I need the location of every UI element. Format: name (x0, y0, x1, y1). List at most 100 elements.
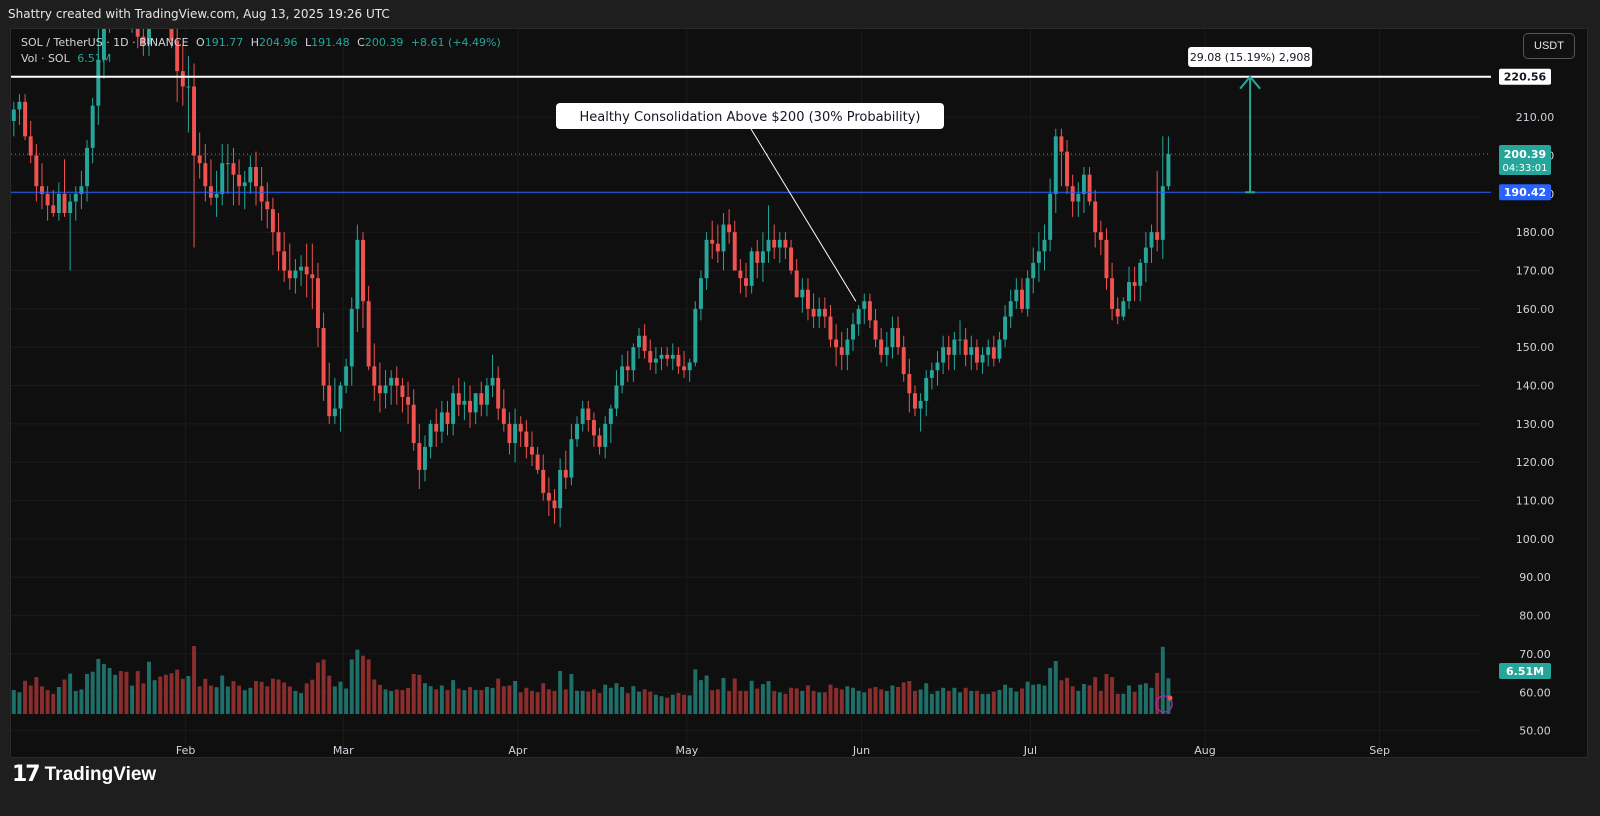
candle-body (811, 308, 816, 317)
volume-bar (327, 675, 332, 714)
level-white-tag-text: 220.56 (1504, 71, 1547, 84)
candle-body (242, 182, 247, 187)
volume-bar (755, 688, 760, 714)
candle-body (608, 408, 613, 424)
volume-bar (665, 697, 670, 714)
volume-bar (158, 676, 163, 714)
volume-bar (1138, 684, 1143, 714)
candle-body (642, 335, 647, 352)
volume-bar (135, 671, 140, 714)
volume-bar (310, 679, 315, 714)
candle-body (1025, 278, 1030, 309)
candle-body (721, 224, 726, 252)
volume-bar (372, 679, 377, 714)
price-chart[interactable]: 29.08 (15.19%) 2,908 Healthy Consolidatio… (11, 29, 1589, 759)
candle-body (372, 366, 377, 386)
top-bar: Shattry created with TradingView.com, Au… (0, 0, 1600, 28)
volume-bar (451, 680, 456, 714)
volume-bar (394, 689, 399, 714)
volume-bar (687, 695, 692, 714)
volume-bar (180, 678, 185, 714)
candle-body (834, 339, 839, 348)
candle-body (907, 374, 912, 394)
candle-body (851, 324, 855, 340)
volume-bar (456, 688, 461, 714)
tradingview-logo[interactable]: 17 TradingView (12, 762, 156, 787)
price-tag-text: 200.39 (1504, 148, 1546, 161)
volume-bar (586, 691, 591, 714)
volume-bar (749, 680, 754, 714)
candle-body (439, 412, 444, 432)
y-tick-label: 80.00 (1519, 610, 1551, 623)
candle-body (56, 193, 61, 214)
volume-bar (101, 664, 106, 714)
volume-bar (507, 685, 512, 714)
volume-bar (1121, 693, 1126, 714)
candle-body (225, 163, 230, 165)
volume-bar (107, 668, 112, 714)
volume-bar (265, 686, 270, 714)
candle-body (817, 308, 822, 317)
volume-bar (315, 662, 320, 714)
candle-body (1081, 174, 1086, 194)
candle-body (935, 362, 940, 371)
candle-body (141, 36, 146, 45)
candle-body (1098, 232, 1103, 240)
candle-body (73, 193, 78, 202)
volume-bar (85, 674, 90, 714)
volume-bar (591, 689, 596, 714)
legend-ohlc-row: SOL / TetherUS · 1D · BINANCE O191.77 H2… (21, 35, 501, 51)
candle-body (1003, 316, 1008, 340)
volume-bar (299, 693, 304, 714)
candle-body (653, 358, 658, 363)
y-tick-label: 140.00 (1516, 380, 1555, 393)
candle-body (918, 400, 923, 409)
candle-body (180, 71, 185, 87)
volume-bar (259, 681, 264, 714)
volume-bar (670, 694, 675, 714)
candle-body (563, 469, 568, 478)
volume-bar (79, 689, 84, 714)
volume-bar (1014, 691, 1019, 714)
volume-bar (834, 687, 839, 714)
volume-bar (890, 685, 895, 714)
x-tick-label: Apr (508, 744, 528, 757)
candle-body (484, 385, 489, 405)
volume-bar (192, 646, 197, 714)
candle-body (462, 400, 467, 405)
volume-bar (991, 691, 996, 714)
y-tick-label: 160.00 (1516, 303, 1555, 316)
volume-bar (237, 685, 242, 714)
volume-bar (1098, 690, 1103, 714)
volume-bar (958, 692, 962, 714)
volume-bar (822, 692, 827, 714)
volume-bar (676, 693, 681, 714)
chart-panel[interactable]: 29.08 (15.19%) 2,908 Healthy Consolidatio… (10, 28, 1588, 758)
candle-body (805, 289, 810, 309)
volume-bar (11, 690, 16, 714)
volume-bar (856, 690, 861, 714)
volume-bar (727, 690, 732, 714)
close-label: C (357, 36, 365, 49)
candle-body (270, 209, 275, 233)
candle-body (231, 163, 236, 175)
volume-bar (828, 684, 833, 714)
candle-body (912, 393, 917, 409)
currency-button[interactable]: USDT (1523, 33, 1575, 59)
candle-body (558, 469, 563, 509)
volume-tag-text: 6.51M (1506, 665, 1544, 678)
candle-body (169, 29, 174, 41)
volume-bar (90, 671, 95, 714)
volume-bar (552, 690, 557, 714)
volume-bar (248, 687, 253, 714)
volume-bar (1104, 674, 1109, 714)
candle-body (580, 408, 585, 424)
candle-body (986, 347, 991, 355)
volume-bar (541, 683, 546, 714)
volume-bar (659, 696, 664, 714)
candle-body (366, 301, 371, 367)
volume-bar (530, 690, 534, 714)
candle-body (974, 347, 979, 363)
note-text: Healthy Consolidation Above $200 (30% Pr… (579, 110, 920, 125)
candle-body (1132, 282, 1137, 286)
